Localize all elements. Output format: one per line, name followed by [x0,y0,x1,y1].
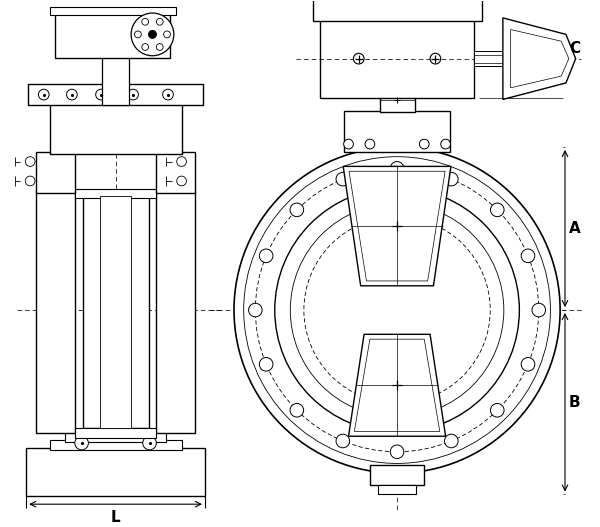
Circle shape [304,217,490,403]
Bar [36,191,75,433]
Circle shape [290,404,304,417]
Circle shape [75,436,88,450]
Circle shape [290,203,504,417]
Bar [320,19,474,99]
Text: C: C [569,42,580,56]
Circle shape [95,89,106,100]
Bar [83,196,149,428]
Circle shape [25,157,35,167]
Bar [370,465,424,485]
Bar [55,11,170,57]
Circle shape [164,31,170,38]
Circle shape [390,445,404,458]
Bar [26,448,205,496]
Circle shape [290,203,304,217]
Bar [28,84,203,105]
Bar [474,51,503,66]
Bar [157,152,195,192]
Bar [50,7,176,15]
Circle shape [521,357,535,371]
Bar [157,191,195,433]
Circle shape [177,176,187,186]
Circle shape [521,249,535,262]
Bar [36,152,75,192]
Circle shape [128,89,139,100]
Circle shape [177,157,187,167]
Circle shape [142,18,149,25]
Circle shape [365,139,375,149]
Circle shape [532,303,545,317]
Circle shape [490,203,504,217]
Circle shape [490,404,504,417]
Bar [344,111,451,152]
Circle shape [259,357,273,371]
Polygon shape [349,334,446,436]
Polygon shape [349,171,445,281]
Circle shape [234,147,560,473]
Bar [26,448,205,496]
Bar [157,152,195,192]
Bar [50,103,182,154]
Bar [157,191,195,433]
Polygon shape [503,18,575,100]
Circle shape [157,18,163,25]
Bar [102,57,129,105]
Circle shape [430,53,441,64]
Text: B: B [569,395,580,410]
Bar [36,152,75,192]
Bar [100,196,131,428]
Bar [50,103,182,154]
Polygon shape [343,167,451,286]
Bar [36,191,75,433]
Text: L: L [111,510,121,525]
Circle shape [244,157,550,463]
Circle shape [275,188,520,432]
Bar [313,0,482,21]
Circle shape [336,434,350,448]
Bar [75,428,157,438]
Circle shape [256,168,539,452]
Bar [65,431,166,442]
Polygon shape [511,30,569,88]
Bar [28,84,203,105]
Bar [83,196,149,428]
Circle shape [445,172,458,186]
Circle shape [131,13,174,56]
Circle shape [419,139,429,149]
Circle shape [163,89,173,100]
Bar [50,440,182,450]
Circle shape [390,162,404,175]
Circle shape [67,89,77,100]
Circle shape [143,436,157,450]
Circle shape [25,176,35,186]
Circle shape [38,89,49,100]
Circle shape [336,172,350,186]
Circle shape [149,31,157,38]
Circle shape [142,44,149,51]
Circle shape [134,31,141,38]
Circle shape [353,53,364,64]
Circle shape [441,139,451,149]
Bar [380,89,415,112]
Text: A: A [569,221,581,236]
Circle shape [248,303,262,317]
Circle shape [259,249,273,262]
Circle shape [344,139,353,149]
Circle shape [445,434,458,448]
Polygon shape [355,339,440,432]
Bar [377,485,416,494]
Circle shape [157,44,163,51]
Bar [75,189,157,199]
